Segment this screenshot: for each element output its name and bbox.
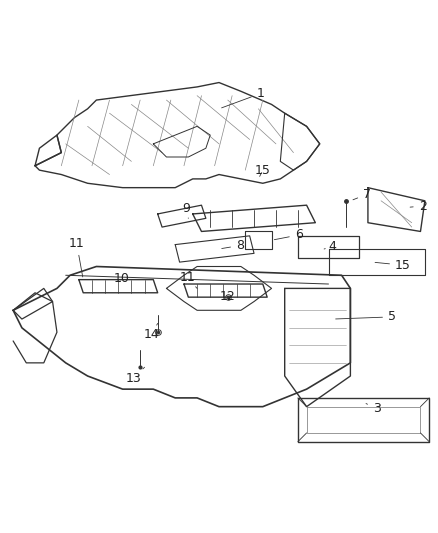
- Text: 15: 15: [375, 259, 411, 272]
- Text: 14: 14: [143, 324, 159, 341]
- Text: 3: 3: [366, 402, 381, 415]
- Text: 8: 8: [222, 239, 244, 252]
- Text: 4: 4: [324, 240, 336, 253]
- Text: 13: 13: [126, 367, 145, 385]
- Text: 5: 5: [336, 310, 396, 324]
- Text: 1: 1: [222, 87, 265, 108]
- Text: 11: 11: [180, 271, 197, 288]
- Text: 6: 6: [274, 229, 303, 241]
- Text: 10: 10: [114, 272, 130, 285]
- Text: 7: 7: [353, 188, 371, 201]
- Text: 15: 15: [255, 164, 271, 176]
- Text: 2: 2: [410, 199, 427, 213]
- Text: 12: 12: [220, 290, 236, 303]
- Text: 11: 11: [69, 237, 85, 277]
- Text: 9: 9: [182, 202, 190, 219]
